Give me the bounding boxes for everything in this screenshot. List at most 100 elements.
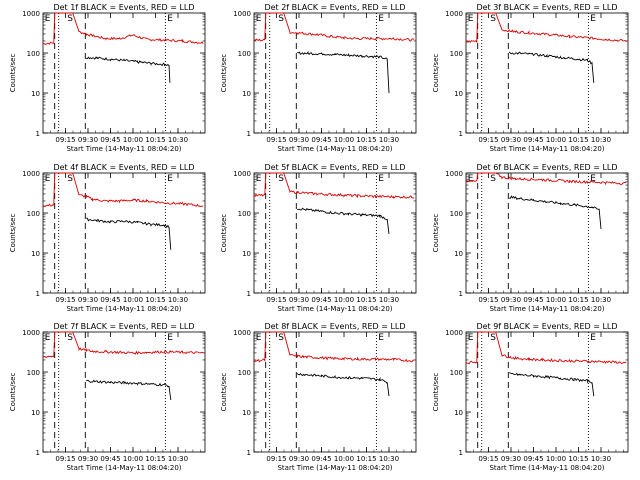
panel-title: Det 3f BLACK = Events, RED = LLD [476,3,617,12]
x-axis-label: Start Time (14-May-11 08:04:20) [489,145,604,153]
x-tick-label: 10:15 [145,296,165,304]
marker-letter: S [490,174,496,184]
x-tick-label: 10:00 [546,455,566,463]
x-tick-label: 10:00 [546,296,566,304]
x-tick-label: 10:15 [568,455,588,463]
panel-title: Det 8f BLACK = Events, RED = LLD [264,322,405,331]
x-tick-label: 09:15 [55,136,75,144]
x-tick-label: 09:15 [266,136,286,144]
x-tick-label: 09:45 [523,136,543,144]
x-tick-label: 10:30 [591,455,611,463]
series-events-line [509,372,595,397]
marker-letter: E [45,14,51,24]
y-tick-label: 10 [454,250,463,258]
y-tick-label: 1 [36,290,40,298]
y-tick-label: 1 [459,449,463,457]
marker-letter: E [167,14,173,24]
series-events-line [297,207,390,234]
y-tick-label: 100 [450,210,463,218]
panel-det-8f: Det 8f BLACK = Events, RED = LLD 1 10 100 10… [220,322,417,472]
x-tick-label: 10:00 [334,136,354,144]
x-tick-label: 09:15 [266,455,286,463]
panel-det-4f: Det 4f BLACK = Events, RED = LLD 1 10 100 10… [9,163,206,313]
x-tick-label: 10:15 [145,455,165,463]
x-tick-label: 10:00 [334,296,354,304]
y-tick-label: 1000 [233,10,251,18]
y-tick-label: 10 [242,409,251,417]
panel-det-6f: Det 6f BLACK = Events, RED = LLD 1 10 100 10… [432,163,629,313]
x-tick-label: 10:30 [379,455,399,463]
x-tick-label: 09:45 [100,455,120,463]
y-tick-label: 1 [36,130,40,138]
x-tick-label: 10:30 [379,296,399,304]
y-tick-label: 1000 [22,10,40,18]
marker-letter: E [590,333,596,343]
x-tick-label: 09:30 [78,136,98,144]
marker-letter: S [278,333,284,343]
marker-letter: S [67,333,73,343]
y-axis-label: Counts/sec [220,54,228,93]
panel-det-9f: Det 9f BLACK = Events, RED = LLD 1 10 100 10… [432,322,629,472]
x-tick-label: 10:15 [356,136,376,144]
marker-letter: E [378,14,384,24]
panel-det-2f: Det 2f BLACK = Events, RED = LLD 1 10 100 10… [220,3,417,153]
marker-letter: E [45,333,51,343]
series-events-line [508,51,595,83]
series-events-line [509,195,602,229]
y-tick-label: 1 [36,449,40,457]
x-tick-label: 10:15 [356,296,376,304]
y-tick-label: 100 [450,369,463,377]
y-tick-label: 1000 [233,329,251,337]
x-tick-label: 09:45 [311,296,331,304]
y-axis-label: Counts/sec [9,54,17,93]
y-tick-label: 10 [242,90,251,98]
x-axis-label: Start Time (14-May-11 08:04:20) [277,145,392,153]
series-lld-line [253,331,415,363]
x-tick-label: 09:30 [501,136,521,144]
series-events-line [296,372,390,397]
marker-letter: S [67,174,73,184]
x-tick-label: 09:15 [478,296,498,304]
x-axis-label: Start Time (14-May-11 08:04:20) [66,305,181,313]
x-tick-label: 09:30 [501,296,521,304]
y-tick-label: 100 [27,210,40,218]
y-tick-label: 10 [454,409,463,417]
x-tick-label: 10:30 [168,455,188,463]
series-events-line [297,50,390,94]
y-tick-label: 100 [238,369,251,377]
x-tick-label: 10:30 [168,296,188,304]
panel-title: Det 9f BLACK = Events, RED = LLD [476,322,617,331]
x-tick-label: 09:45 [311,136,331,144]
x-axis-label: Start Time (14-May-11 08:04:20) [489,464,604,472]
y-tick-label: 1000 [22,170,40,178]
marker-letter: S [67,14,73,24]
plot-frame [465,331,629,453]
x-tick-label: 09:30 [78,455,98,463]
marker-letter: E [590,174,596,184]
panel-title: Det 2f BLACK = Events, RED = LLD [264,3,405,12]
x-tick-label: 09:45 [100,296,120,304]
marker-letter: E [590,14,596,24]
marker-letter: E [256,14,262,24]
x-tick-label: 09:15 [55,455,75,463]
marker-letter: E [468,333,474,343]
marker-letter: E [378,333,384,343]
series-lld-line [465,331,627,365]
marker-letter: S [490,14,496,24]
y-tick-label: 10 [454,90,463,98]
series-events-line [86,379,172,401]
series-lld-line [465,172,627,186]
x-tick-label: 10:00 [123,296,143,304]
y-axis-label: Counts/sec [220,214,228,253]
marker-letter: S [490,333,496,343]
plot-frame [253,172,417,294]
panel-title: Det 6f BLACK = Events, RED = LLD [476,163,617,172]
panel-det-3f: Det 3f BLACK = Events, RED = LLD 1 10 100 10… [432,3,629,153]
x-axis-label: Start Time (14-May-11 08:04:20) [66,464,181,472]
x-tick-label: 10:00 [546,136,566,144]
x-tick-label: 10:30 [591,136,611,144]
x-tick-label: 09:45 [523,455,543,463]
marker-letter: E [378,174,384,184]
x-axis-label: Start Time (14-May-11 08:04:20) [489,305,604,313]
marker-letter: S [278,14,284,24]
